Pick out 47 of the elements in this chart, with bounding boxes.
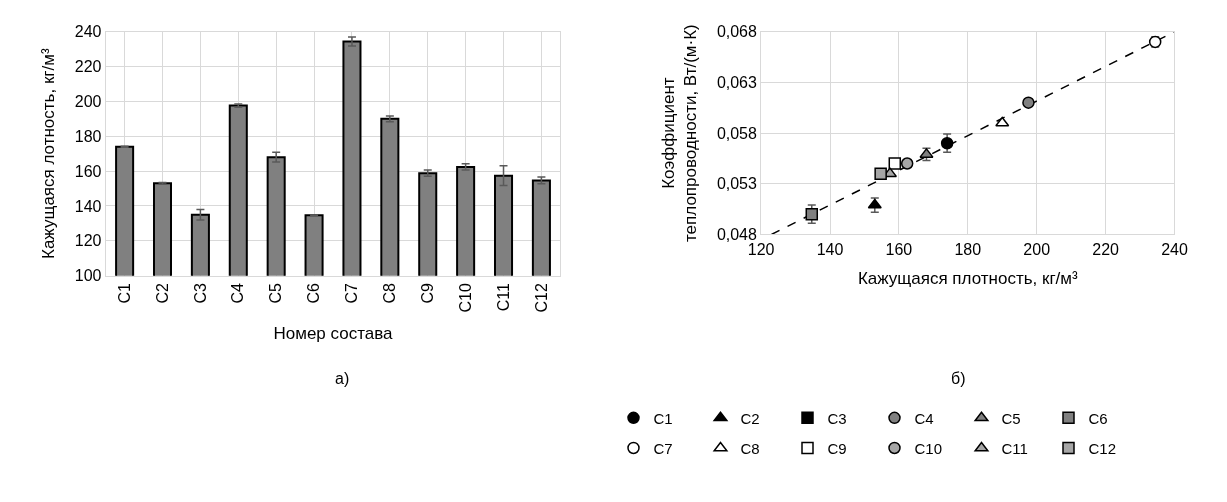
y-tick-label: 180 — [74, 127, 102, 145]
y-tick-label: 0,053 — [716, 175, 758, 193]
y-axis-title: Кажущаяся лотность, кг/м³ — [39, 48, 59, 260]
y-tick-label: 160 — [74, 162, 102, 180]
legend-label: С9 — [827, 439, 847, 457]
y-tick-label: 100 — [74, 267, 102, 285]
x-tick-label: С1 — [115, 283, 133, 304]
y-tick-label: 220 — [74, 58, 102, 76]
legend-label: С6 — [1088, 409, 1108, 427]
y-tick-label: 240 — [74, 23, 102, 41]
x-tick-label: С5 — [267, 283, 285, 304]
x-tick-label: С2 — [153, 283, 171, 304]
x-axis-title: Номер состава — [273, 323, 394, 343]
x-tick-label: 220 — [1092, 240, 1120, 258]
x-tick-label: 200 — [1023, 240, 1051, 258]
y-tick-label: 0,058 — [716, 124, 758, 142]
x-axis-title: Кажущаяся плотность, кг/м³ — [857, 269, 1079, 289]
y-axis-title: Коэффициент теплопроводности, Вт/(м·К) — [659, 24, 701, 242]
legend-label: С10 — [914, 439, 943, 457]
legend-label: С12 — [1088, 439, 1117, 457]
x-tick-label: С8 — [381, 283, 399, 304]
text: б) — [951, 370, 966, 387]
x-tick-label: 240 — [1161, 240, 1188, 258]
x-tick-label: С11 — [494, 283, 512, 312]
x-tick-label: С4 — [229, 283, 247, 304]
legend-label: С5 — [1001, 409, 1021, 427]
x-tick-label: С10 — [456, 283, 474, 313]
x-tick-label: С3 — [191, 283, 209, 304]
y-tick-label: 0,068 — [716, 23, 758, 41]
legend-label: С8 — [740, 439, 760, 457]
y-tick-label: 140 — [74, 197, 102, 215]
x-tick-label: С6 — [305, 283, 323, 304]
y-tick-label: 200 — [74, 93, 102, 111]
x-tick-label: 140 — [816, 240, 844, 258]
legend-label: С1 — [653, 409, 673, 427]
y-tick-label: 0,063 — [716, 74, 758, 92]
legend-label: С11 — [1001, 439, 1028, 457]
x-tick-label: С12 — [532, 283, 550, 313]
x-tick-label: 180 — [954, 240, 982, 258]
legend-label: С7 — [653, 439, 673, 457]
text: а) — [335, 370, 350, 387]
x-tick-label: С7 — [343, 283, 361, 304]
legend-label: С4 — [914, 409, 934, 427]
x-tick-label: С9 — [418, 283, 436, 304]
x-tick-label: 160 — [885, 240, 913, 258]
legend-label: С2 — [740, 409, 760, 427]
legend-label: С3 — [827, 409, 847, 427]
